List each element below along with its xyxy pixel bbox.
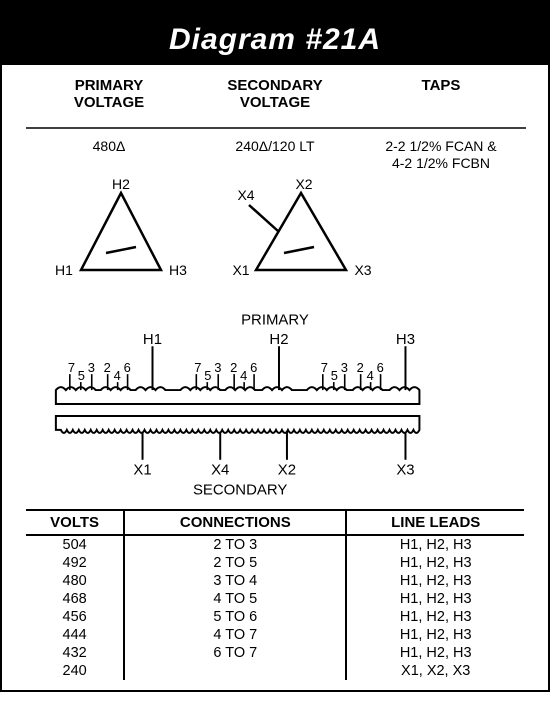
table-cell: 240 [26, 662, 124, 680]
svg-text:6: 6 [250, 360, 257, 375]
table-cell: 492 [26, 554, 124, 572]
secondary-voltage-header: SECONDARYVOLTAGE [192, 73, 358, 116]
lead-x1: X1 [133, 461, 151, 478]
primary-voltage-value: 480Δ [26, 136, 192, 175]
table-cell: H1, H2, H3 [346, 626, 524, 644]
label-x1: X1 [232, 262, 249, 278]
svg-text:7: 7 [68, 360, 75, 375]
connections-table: VOLTS CONNECTIONS LINE LEADS 5042 TO 3H1… [26, 509, 524, 680]
table-cell: H1, H2, H3 [346, 590, 524, 608]
table-cell: X1, X2, X3 [346, 662, 524, 680]
secondary-winding-label: SECONDARY [193, 481, 287, 498]
lead-x3: X3 [396, 461, 414, 478]
label-x2: X2 [295, 176, 312, 192]
diagram-frame: Diagram #21A PRIMARYVOLTAGE SECONDARYVOL… [0, 15, 550, 692]
svg-text:3: 3 [214, 360, 221, 375]
secondary-leads-group: X1 X4 X2 X3 [133, 431, 414, 478]
taps-value-line2: 4-2 1/2% FCBN [392, 155, 490, 171]
col-connections: CONNECTIONS [124, 510, 346, 535]
table-cell: 3 TO 4 [124, 572, 346, 590]
title-bar: Diagram #21A [2, 17, 548, 65]
tap-numbers-group: 7 5 3 2 4 6 7 5 3 2 4 6 7 5 3 2 4 6 [68, 360, 384, 390]
taps-value: 2-2 1/2% FCAN & 4-2 1/2% FCBN [358, 136, 524, 175]
svg-text:3: 3 [88, 360, 95, 375]
svg-text:2: 2 [104, 360, 111, 375]
table-cell: 456 [26, 608, 124, 626]
primary-delta: H2 H1 H3 [55, 176, 187, 278]
table-cell: 5 TO 6 [124, 608, 346, 626]
table-header-row: VOLTS CONNECTIONS LINE LEADS [26, 510, 524, 535]
table-row: 4326 TO 7H1, H2, H3 [26, 644, 524, 662]
table-cell: 4 TO 7 [124, 626, 346, 644]
label-h1: H1 [55, 262, 73, 278]
top-black-bar [0, 0, 550, 15]
svg-text:2: 2 [230, 360, 237, 375]
col-line-leads: LINE LEADS [346, 510, 524, 535]
table-cell: H1, H2, H3 [346, 644, 524, 662]
taps-value-line1: 2-2 1/2% FCAN & [385, 138, 496, 154]
lead-x4: X4 [211, 461, 229, 478]
label-x4: X4 [237, 187, 254, 203]
secondary-delta: X2 X1 X3 X4 [232, 176, 371, 278]
svg-text:5: 5 [204, 368, 211, 383]
table-body: 5042 TO 3H1, H2, H34922 TO 5H1, H2, H348… [26, 535, 524, 680]
secondary-voltage-header-text: SECONDARYVOLTAGE [227, 77, 322, 111]
lead-x2: X2 [278, 461, 296, 478]
winding-diagram-svg: PRIMARY H1 H2 H3 7 5 3 2 4 6 7 [26, 310, 524, 500]
primary-voltage-header-text: PRIMARYVOLTAGE [74, 77, 144, 111]
svg-text:3: 3 [341, 360, 348, 375]
svg-text:5: 5 [78, 368, 85, 383]
table-cell: H1, H2, H3 [346, 535, 524, 554]
svg-text:2: 2 [357, 360, 364, 375]
svg-text:4: 4 [240, 368, 247, 383]
table-cell: 4 TO 5 [124, 590, 346, 608]
header-divider [26, 127, 526, 129]
table-cell [124, 662, 346, 680]
table-cell: H1, H2, H3 [346, 608, 524, 626]
table-cell: 504 [26, 535, 124, 554]
table-row: 4803 TO 4H1, H2, H3 [26, 572, 524, 590]
table-row: 4565 TO 6H1, H2, H3 [26, 608, 524, 626]
lead-h1: H1 [143, 331, 162, 348]
table-cell: 468 [26, 590, 124, 608]
label-x3: X3 [354, 262, 371, 278]
table-cell: 6 TO 7 [124, 644, 346, 662]
table-cell: H1, H2, H3 [346, 572, 524, 590]
content-area: PRIMARYVOLTAGE SECONDARYVOLTAGE TAPS 480… [2, 65, 548, 690]
primary-leads-group: H1 H2 H3 [143, 331, 415, 390]
lead-h2: H2 [269, 331, 288, 348]
table-row: 4684 TO 5H1, H2, H3 [26, 590, 524, 608]
table-cell: 480 [26, 572, 124, 590]
table-row: 240 X1, X2, X3 [26, 662, 524, 680]
primary-winding-label: PRIMARY [241, 311, 309, 328]
secondary-voltage-value: 240Δ/120 LT [192, 136, 358, 175]
label-h2: H2 [112, 176, 130, 192]
lead-h3: H3 [396, 331, 415, 348]
svg-text:4: 4 [114, 368, 121, 383]
svg-text:6: 6 [124, 360, 131, 375]
table-row: 4444 TO 7H1, H2, H3 [26, 626, 524, 644]
svg-text:7: 7 [321, 360, 328, 375]
taps-header: TAPS [358, 73, 524, 116]
label-h3: H3 [169, 262, 187, 278]
svg-text:5: 5 [331, 368, 338, 383]
svg-text:7: 7 [194, 360, 201, 375]
svg-text:4: 4 [367, 368, 374, 383]
header-row: PRIMARYVOLTAGE SECONDARYVOLTAGE TAPS [26, 73, 524, 116]
table-row: 5042 TO 3H1, H2, H3 [26, 535, 524, 554]
table-cell: 2 TO 5 [124, 554, 346, 572]
table-row: 4922 TO 5H1, H2, H3 [26, 554, 524, 572]
delta-triangles-svg: H2 H1 H3 X2 X1 X3 X4 [26, 175, 524, 305]
value-row: 480Δ 240Δ/120 LT 2-2 1/2% FCAN & 4-2 1/2… [26, 136, 524, 175]
primary-voltage-header: PRIMARYVOLTAGE [26, 73, 192, 116]
table-cell: 444 [26, 626, 124, 644]
table-cell: H1, H2, H3 [346, 554, 524, 572]
col-volts: VOLTS [26, 510, 124, 535]
svg-text:6: 6 [377, 360, 384, 375]
table-cell: 2 TO 3 [124, 535, 346, 554]
table-cell: 432 [26, 644, 124, 662]
